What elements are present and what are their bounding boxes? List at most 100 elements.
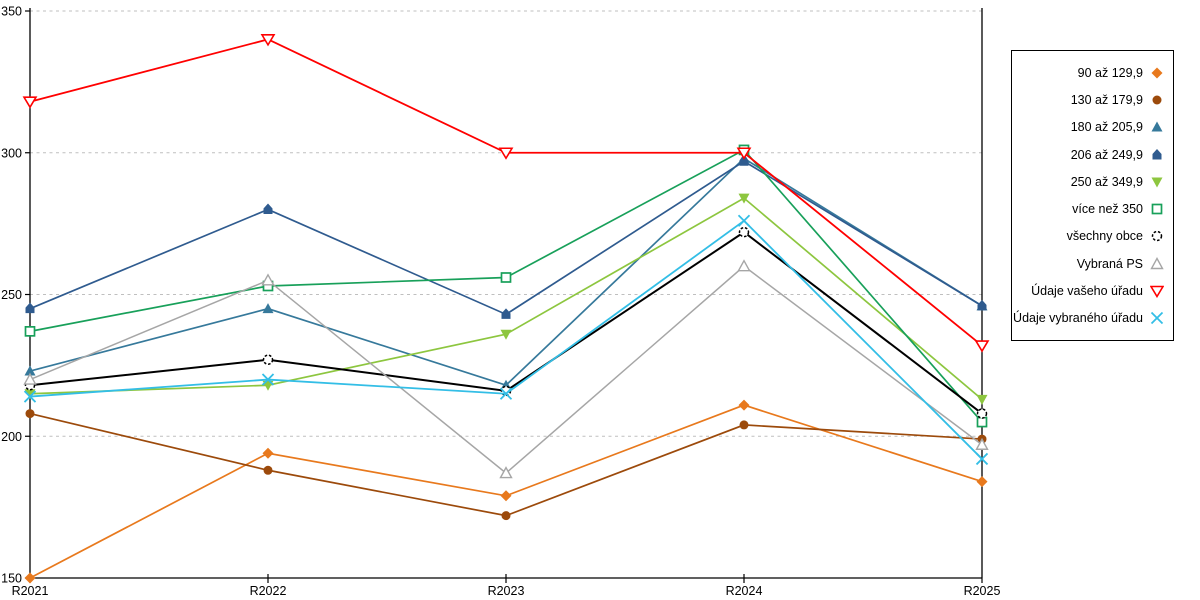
circle-marker-icon <box>739 420 749 430</box>
y-tick-label-200: 200 <box>1 430 22 444</box>
triangle-up-open-marker-icon <box>261 273 275 286</box>
triangle-up-open-marker-icon <box>737 259 751 272</box>
legend-label: Vybraná PS <box>1076 256 1143 271</box>
triangle-up-marker-icon <box>1151 121 1163 132</box>
x-tick-label-R2021: R2021 <box>12 584 49 598</box>
triangle-up-open-marker-icon <box>1150 256 1164 269</box>
legend-item-7: všechny obce <box>1012 225 1173 247</box>
legend-item-8: Vybraná PS <box>1012 253 1173 275</box>
x-marker-icon <box>261 373 275 386</box>
legend-item-6: více než 350 <box>1012 198 1173 220</box>
circle-marker-icon <box>263 465 273 475</box>
series-line <box>29 157 983 387</box>
circle-open-dashed-marker-icon <box>262 354 274 365</box>
y-tick-label-150: 150 <box>1 572 22 586</box>
square-open-marker-icon <box>500 272 512 283</box>
circle-open-dashed-marker-icon <box>738 226 750 238</box>
legend-item-10: Údaje vybraného úřadu <box>1012 307 1173 329</box>
diamond-marker-icon <box>24 572 36 584</box>
legend-item-1: 90 až 129,9 <box>1012 62 1173 84</box>
triangle-down-open-marker-icon <box>22 96 38 109</box>
legend-label: všechny obce <box>1066 229 1143 244</box>
series--daje-vybran-ho-adu <box>23 214 989 466</box>
series-vybran-ps <box>23 259 989 479</box>
legend-label: 90 až 129,9 <box>1077 65 1143 80</box>
triangle-down-marker-icon <box>738 193 750 204</box>
pentagon-marker-icon <box>501 308 511 319</box>
y-tick-label-300: 300 <box>1 146 22 160</box>
legend-label: Údaje vašeho úřadu <box>1031 284 1143 299</box>
circle-open-dashed-marker-icon <box>1151 231 1163 242</box>
pentagon-marker-icon <box>739 155 749 166</box>
x-marker-icon <box>1150 312 1164 325</box>
triangle-down-open-marker-icon <box>974 340 990 353</box>
series-130-a-179-9 <box>25 409 987 521</box>
square-open-marker-icon <box>1151 203 1163 215</box>
series--daje-va-eho-adu <box>22 34 990 353</box>
x-marker-icon <box>23 390 37 403</box>
pentagon-marker-icon <box>1152 148 1162 160</box>
x-marker-icon <box>1150 312 1164 325</box>
x-tick-label-R2025: R2025 <box>964 584 1001 598</box>
legend-label: 180 až 205,9 <box>1070 120 1143 135</box>
triangle-down-marker-icon <box>976 394 988 405</box>
x-marker-icon <box>975 452 989 466</box>
y-tick-label-350: 350 <box>1 5 22 19</box>
y-tick-label-250: 250 <box>1 288 22 302</box>
diamond-marker-icon <box>1151 67 1163 79</box>
triangle-up-open-marker-icon <box>1150 256 1164 269</box>
circle-marker-icon <box>25 409 35 419</box>
legend-label: 206 až 249,9 <box>1070 147 1143 162</box>
legend-item-9: Údaje vašeho úřadu <box>1012 280 1173 302</box>
triangle-down-marker-icon <box>1151 177 1163 188</box>
triangle-down-open-marker-icon <box>1150 285 1164 299</box>
circle-open-dashed-marker-icon <box>1151 231 1163 242</box>
legend-item-5: 250 až 349,9 <box>1012 171 1173 193</box>
legend: 90 až 129,9 130 až 179,9 180 až 205,9 206 a… <box>1011 50 1174 341</box>
legend-label: Údaje vybraného úřadu <box>1013 311 1143 326</box>
square-open-marker-icon <box>976 416 988 428</box>
circle-marker-icon <box>1152 95 1162 105</box>
triangle-up-marker-icon <box>1151 121 1163 132</box>
triangle-down-open-marker-icon <box>736 147 752 160</box>
diamond-marker-icon <box>500 490 512 502</box>
series-line <box>29 38 983 347</box>
diamond-marker-icon <box>1151 67 1163 79</box>
x-tick-label-R2024: R2024 <box>726 584 763 598</box>
series-line <box>29 160 983 316</box>
legend-item-4: 206 až 249,9 <box>1012 144 1173 166</box>
x-marker-icon <box>499 387 513 400</box>
triangle-up-marker-icon <box>262 303 274 314</box>
x-tick-label-R2022: R2022 <box>250 584 287 598</box>
legend-label: 250 až 349,9 <box>1070 174 1143 189</box>
circle-marker-icon <box>1152 95 1162 105</box>
series-v-echny-obce <box>24 226 988 419</box>
circle-marker-icon <box>501 511 511 521</box>
series-250-a-349-9 <box>24 193 988 405</box>
pentagon-marker-icon <box>263 203 273 214</box>
diamond-marker-icon <box>262 447 274 459</box>
pentagon-marker-icon <box>1152 148 1162 160</box>
triangle-down-open-marker-icon <box>1150 285 1164 299</box>
triangle-down-marker-icon <box>24 389 36 400</box>
series-206-a-249-9 <box>25 155 987 319</box>
triangle-down-marker-icon <box>500 329 512 340</box>
legend-label: 130 až 179,9 <box>1070 92 1143 107</box>
triangle-down-open-marker-icon <box>498 147 514 160</box>
triangle-up-open-marker-icon <box>499 466 513 479</box>
x-marker-icon <box>737 214 751 227</box>
square-open-marker-icon <box>1151 203 1163 215</box>
pentagon-marker-icon <box>977 299 987 311</box>
series-line <box>29 219 983 460</box>
circle-open-dashed-marker-icon <box>976 408 988 419</box>
x-tick-label-R2023: R2023 <box>488 584 525 598</box>
series-90-a-129-9 <box>24 399 988 584</box>
series-180-a-205-9 <box>24 152 988 390</box>
legend-label: více než 350 <box>1072 202 1143 217</box>
triangle-up-open-marker-icon <box>23 372 37 385</box>
legend-item-2: 130 až 179,9 <box>1012 89 1173 111</box>
diamond-marker-icon <box>976 476 988 488</box>
legend-item-3: 180 až 205,9 <box>1012 116 1173 138</box>
